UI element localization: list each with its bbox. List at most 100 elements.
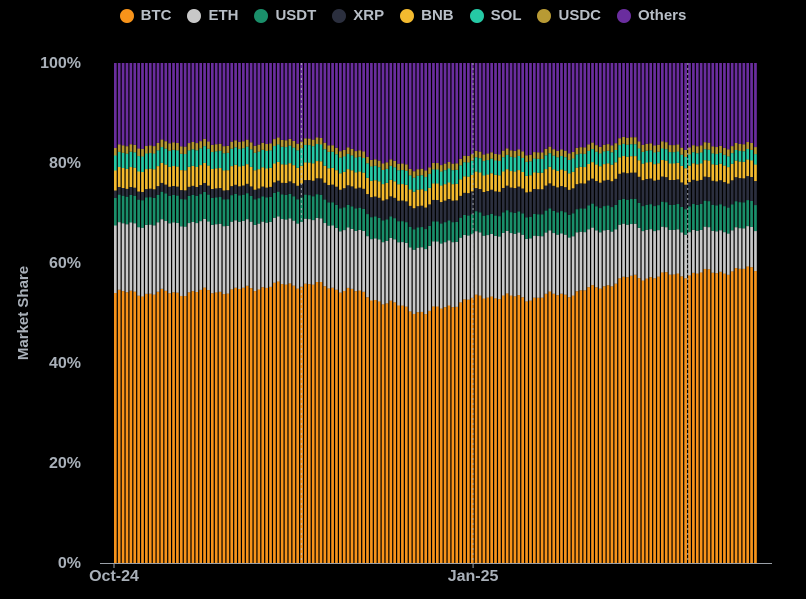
bar-segment-xrp [191,185,195,195]
bar-segment-usdt [315,194,319,218]
bar-segment-xrp [653,180,656,207]
bar-segment-others [653,63,656,146]
bar-segment-btc [222,294,226,563]
bar-segment-sol [288,145,292,164]
bar-segment-usdt [672,204,676,230]
legend-item-usdc[interactable]: USDC [537,7,601,24]
bar-segment-sol [230,148,234,167]
bar-segment-xrp [622,172,625,199]
bar-segment-sol [742,151,746,162]
bar-segment-bnb [750,160,753,177]
bar-segment-usdc [509,150,513,157]
bar-segment-sol [474,157,478,172]
bar-segment-others [253,63,257,146]
bar-segment-btc [583,290,587,563]
legend-swatch-bnb [400,8,415,23]
bar-segment-eth [451,242,455,308]
bar-segment-sol [591,149,594,163]
bar-segment-usdt [176,195,179,223]
bar-segment-xrp [346,185,350,205]
bar-segment-others [199,63,203,142]
bar-segment-xrp [339,189,342,209]
bar-segment-xrp [684,184,687,210]
bar-segment-usdt [373,216,377,239]
bar-segment-btc [304,283,307,563]
bar-segment-eth [478,232,482,296]
bar-segment-eth [509,233,513,296]
bar-segment-bnb [133,167,137,188]
bar-segment-btc [536,297,540,563]
bar-segment-btc [257,289,261,563]
bar-segment-btc [478,295,482,563]
bar-segment-bnb [257,169,261,189]
bar-segment-usdc [532,152,536,159]
legend-item-sol[interactable]: SOL [469,7,521,24]
bar-segment-usdt [249,195,253,222]
bar-segment-eth [695,230,699,274]
bar-segment-usdc [393,160,397,168]
bar-segment-btc [377,301,381,563]
bar-segment-bnb [451,184,455,201]
bar-segment-xrp [699,179,703,204]
bar-segment-xrp [536,189,540,215]
legend-item-eth[interactable]: ETH [187,7,238,24]
bar-segment-sol [176,150,179,167]
bar-segment-xrp [567,189,571,215]
bar-segment-usdt [540,214,544,237]
bar-segment-others [183,63,187,147]
bar-segment-xrp [249,186,253,196]
bar-segment-eth [207,221,210,291]
bar-segment-xrp [583,183,587,209]
legend-swatch-btc [119,8,134,23]
bar-segment-usdt [160,191,164,220]
bar-segment-eth [463,234,466,300]
bar-segment-bnb [288,163,292,182]
bar-segment-usdc [373,159,377,166]
bar-segment-bnb [548,166,552,184]
legend-item-btc[interactable]: BTC [119,7,171,24]
bar-segment-btc [641,280,645,563]
bar-segment-usdc [703,142,707,150]
bar-segment-eth [346,227,350,288]
bar-segment-sol [315,144,319,162]
bar-segment-eth [556,234,559,296]
bar-segment-sol [238,148,241,167]
bar-segment-usdc [412,171,416,178]
bar-segment-bnb [564,170,567,188]
bar-segment-xrp [587,180,590,206]
legend-item-others[interactable]: Others [617,7,686,24]
bar-segment-bnb [346,169,350,186]
bar-segment-xrp [315,178,319,195]
bar-segment-others [331,63,334,146]
bar-segment-xrp [734,177,738,202]
bar-segment-sol [622,143,625,156]
bar-segment-eth [210,224,214,294]
legend-item-bnb[interactable]: BNB [400,7,454,24]
bar-segment-others [529,63,532,155]
bar-segment-sol [172,149,175,166]
bar-segment-others [750,63,753,143]
bar-segment-usdt [703,200,707,227]
bar-segment-usdt [680,207,684,233]
bar-segment-others [470,63,474,155]
bar-segment-eth [404,242,408,307]
bar-segment-others [583,63,587,148]
bar-segment-eth [362,230,365,292]
bar-segment-eth [385,240,389,304]
bar-segment-usdt [443,222,447,243]
bar-segment-xrp [210,189,214,198]
legend-item-usdt[interactable]: USDT [254,7,316,24]
bar-segment-others [455,63,459,164]
bar-segment-usdt [626,199,629,225]
bar-segment-xrp [207,185,210,195]
bar-segment-xrp [529,191,532,217]
bar-segment-eth [684,234,687,279]
bar-segment-others [187,63,191,144]
bar-segment-xrp [416,206,420,228]
bar-segment-usdc [525,155,528,162]
bar-segment-usdc [207,141,210,149]
bar-segment-others [311,63,315,140]
bar-segment-eth [680,232,684,277]
bar-segment-usdt [350,206,354,229]
legend-item-xrp[interactable]: XRP [332,7,384,24]
